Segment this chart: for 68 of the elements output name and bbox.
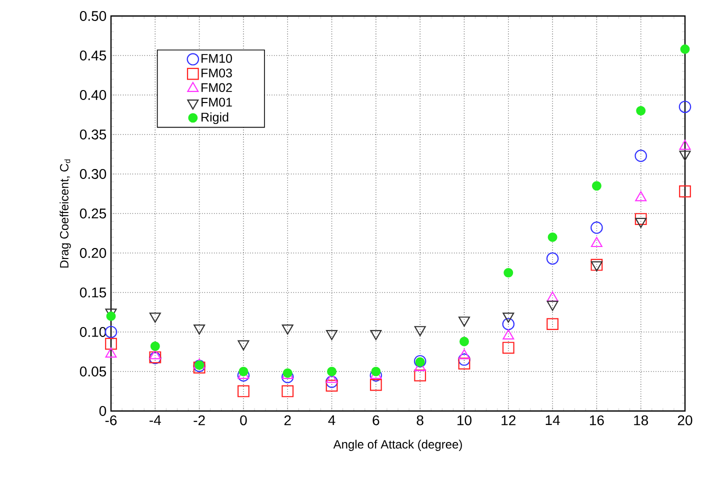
- point: [636, 106, 646, 116]
- y-tick-label: 0.20: [80, 248, 106, 258]
- y-tick-label: 0.05: [80, 366, 106, 376]
- point: [106, 311, 116, 321]
- point: [634, 150, 647, 162]
- point: [502, 342, 514, 354]
- point: [679, 185, 691, 198]
- point: [590, 236, 602, 248]
- point: [458, 358, 470, 370]
- x-tick-label: 6: [372, 415, 380, 426]
- y-tick-label: 0.45: [80, 50, 106, 60]
- point: [459, 336, 469, 346]
- point: [458, 349, 470, 360]
- x-axis-title: Angle of Attack (degree): [333, 440, 462, 451]
- point: [238, 385, 250, 398]
- x-tick-label: 20: [678, 415, 692, 426]
- x-tick-label: 4: [328, 415, 336, 425]
- y-tick-label: 0.15: [80, 288, 106, 298]
- point: [546, 318, 558, 330]
- point: [548, 232, 558, 242]
- point: [678, 100, 692, 113]
- y-axis-title: Drag Coeffeicent, C$_{d}$: [60, 159, 71, 268]
- point: [679, 140, 691, 150]
- point: [546, 252, 559, 265]
- point: [546, 291, 558, 302]
- x-tick-label: -2: [194, 415, 205, 426]
- y-tick-label: 0.40: [80, 90, 106, 100]
- y-tick-label: 0.30: [80, 169, 106, 179]
- x-tick-label: 12: [502, 415, 516, 426]
- point: [634, 213, 647, 225]
- x-tick-label: 16: [590, 415, 604, 426]
- point: [326, 380, 338, 392]
- point: [238, 366, 248, 376]
- point: [149, 349, 161, 360]
- legend-label: FM02: [202, 83, 232, 92]
- point: [371, 366, 381, 376]
- x-tick-label: -6: [105, 415, 117, 426]
- point: [326, 376, 338, 388]
- point: [282, 385, 294, 398]
- legend-label: Rigid: [202, 112, 228, 124]
- x-tick-label: 18: [634, 415, 648, 426]
- y-tick-label: 0.50: [80, 11, 106, 21]
- point: [370, 378, 382, 391]
- point: [105, 348, 117, 358]
- point: [458, 353, 470, 366]
- point: [590, 258, 603, 271]
- x-tick-label: 10: [458, 415, 472, 426]
- y-tick-label: 0: [99, 406, 106, 416]
- point: [150, 341, 160, 351]
- y-tick-label: 0.35: [80, 130, 106, 140]
- x-tick-label: 0: [240, 415, 247, 426]
- point: [504, 268, 514, 278]
- point: [327, 366, 337, 376]
- x-tick-label: 2: [284, 415, 291, 426]
- legend-label: FM10: [202, 54, 232, 63]
- point: [590, 222, 603, 234]
- x-tick-label: 8: [416, 415, 424, 426]
- point: [592, 181, 602, 191]
- y-tick-label: 0.25: [80, 208, 106, 218]
- point: [414, 369, 426, 382]
- point: [502, 318, 515, 330]
- legend-label: FM01: [202, 98, 232, 107]
- point: [105, 338, 117, 350]
- point: [635, 191, 647, 202]
- x-tick-label: 14: [546, 415, 560, 425]
- x-tick-label: -4: [150, 415, 161, 425]
- legend-label: FM03: [202, 68, 232, 78]
- point: [502, 329, 514, 340]
